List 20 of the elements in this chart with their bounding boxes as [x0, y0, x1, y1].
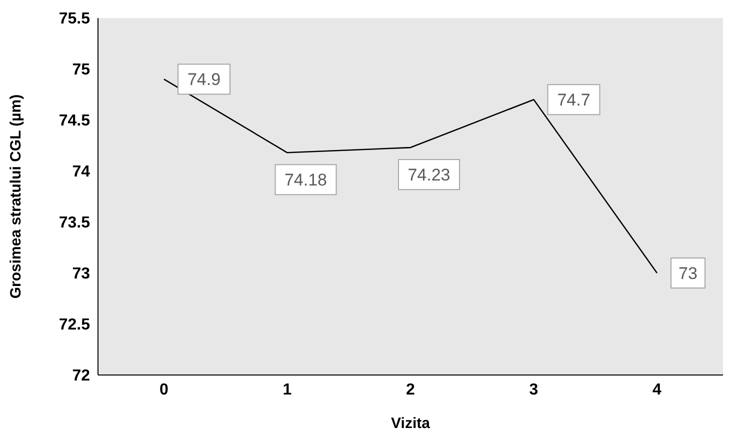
data-label: 73	[678, 264, 698, 283]
x-axis-title: Vizita	[391, 415, 431, 432]
y-tick-label: 73.5	[58, 214, 90, 232]
y-tick-label: 75.5	[58, 10, 90, 28]
data-label: 74.18	[284, 170, 328, 190]
y-tick-label: 72	[72, 368, 90, 385]
x-tick-label: 0	[160, 381, 169, 398]
y-tick-label: 75	[72, 62, 90, 79]
x-tick-label: 4	[652, 381, 662, 398]
data-label: 74.9	[187, 70, 221, 90]
data-label: 74.23	[408, 166, 450, 185]
y-tick-label: 74	[72, 164, 90, 181]
x-tick-label: 2	[406, 381, 416, 398]
data-label: 74.7	[557, 90, 590, 110]
y-axis-title: Grosimea stratului CGL (µm)	[7, 94, 24, 299]
x-tick-label: 3	[529, 381, 538, 398]
y-tick-label: 73	[72, 266, 90, 283]
y-tick-label: 72.5	[58, 316, 90, 334]
y-tick-label: 74.5	[58, 112, 90, 130]
x-tick-label: 1	[282, 381, 292, 398]
